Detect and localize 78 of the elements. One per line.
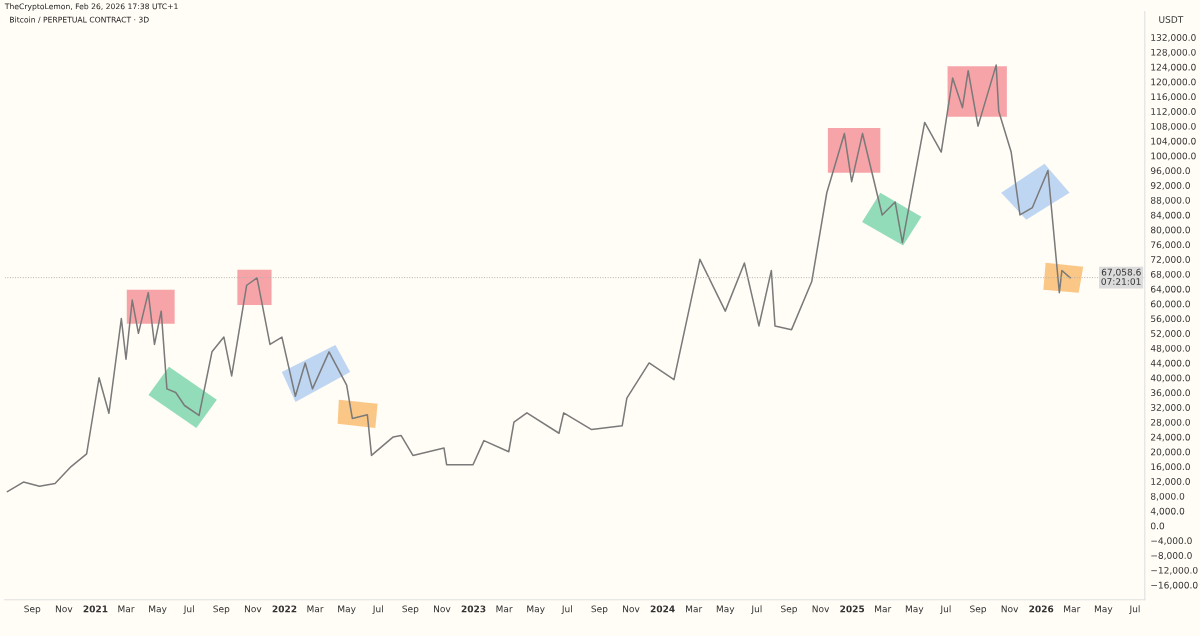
y-tick-label: −8,000.0 bbox=[1151, 552, 1192, 560]
x-tick-label: Jul bbox=[561, 605, 572, 614]
x-tick-label: Jul bbox=[183, 605, 194, 614]
y-tick-label: 28,000.0 bbox=[1151, 418, 1190, 427]
x-tick-label: 2022 bbox=[272, 605, 297, 613]
annotation: 07:21:01 bbox=[1101, 278, 1141, 285]
x-tick-label: May bbox=[905, 605, 924, 615]
x-tick-label: May bbox=[1094, 605, 1113, 615]
y-tick-label: 72,000.0 bbox=[1151, 256, 1190, 264]
x-tick-label: Mar bbox=[118, 605, 135, 613]
x-tick-label: Nov bbox=[623, 605, 640, 613]
y-tick-label: 132,000.0 bbox=[1151, 34, 1196, 42]
x-tick-label: Sep bbox=[781, 605, 797, 615]
y-tick-label: 124,000.0 bbox=[1151, 63, 1196, 72]
x-tick-label: Nov bbox=[1001, 605, 1019, 613]
y-tick-label: 12,000.0 bbox=[1151, 478, 1190, 486]
y-tick-label: 40,000.0 bbox=[1150, 374, 1190, 383]
y-tick-label: 120,000.0 bbox=[1151, 78, 1196, 87]
y-tick-label: 76,000.0 bbox=[1151, 241, 1190, 250]
y-axis-title: USDT bbox=[1159, 16, 1184, 23]
y-tick-label: 108,000.0 bbox=[1151, 122, 1196, 131]
y-tick-label: 0.0 bbox=[1150, 522, 1165, 530]
x-tick-label: Mar bbox=[307, 605, 324, 613]
x-tick-label: Mar bbox=[686, 605, 703, 613]
x-tick-label: Sep bbox=[213, 605, 230, 615]
x-tick-label: 2024 bbox=[650, 605, 675, 613]
y-tick-label: −12,000.0 bbox=[1151, 566, 1198, 575]
x-tick-label: Mar bbox=[1064, 605, 1081, 613]
x-tick-label: Nov bbox=[55, 605, 73, 613]
y-tick-label: 84,000.0 bbox=[1150, 211, 1190, 220]
x-tick-label: 2021 bbox=[83, 605, 108, 613]
y-tick-label: 44,000.0 bbox=[1150, 359, 1190, 368]
y-tick-label: 104,000.0 bbox=[1151, 137, 1196, 146]
y-tick-label: 116,000.0 bbox=[1151, 93, 1196, 102]
y-tick-label: 32,000.0 bbox=[1151, 404, 1190, 412]
y-tick-label: 56,000.0 bbox=[1151, 315, 1190, 324]
ref-line-label: 67,058.6 bbox=[1101, 268, 1141, 277]
y-tick-label: 64,000.0 bbox=[1150, 285, 1190, 294]
line-series bbox=[6, 64, 1071, 493]
y-tick-label: 20,000.0 bbox=[1151, 448, 1190, 457]
x-tick-label: Sep bbox=[24, 605, 41, 615]
x-tick-label: Jul bbox=[940, 605, 951, 614]
y-tick-label: 68,000.0 bbox=[1150, 270, 1190, 279]
y-tick-label: 52,000.0 bbox=[1151, 330, 1190, 338]
x-tick-label: Sep bbox=[402, 605, 419, 615]
x-tick-label: Nov bbox=[434, 605, 451, 613]
x-tick-label: 2025 bbox=[840, 605, 865, 613]
x-tick-label: Mar bbox=[496, 605, 513, 613]
x-tick-label: Jul bbox=[372, 605, 383, 614]
y-tick-label: 88,000.0 bbox=[1150, 196, 1190, 205]
x-tick-label: Nov bbox=[244, 605, 262, 613]
y-tick-label: 36,000.0 bbox=[1151, 389, 1190, 398]
x-tick-label: Jul bbox=[1129, 605, 1140, 614]
x-tick-label: May bbox=[149, 605, 167, 615]
y-tick-label: 48,000.0 bbox=[1150, 344, 1190, 353]
y-tick-label: 128,000.0 bbox=[1151, 48, 1196, 57]
y-tick-label: −16,000.0 bbox=[1151, 581, 1198, 590]
x-tick-label: 2023 bbox=[461, 605, 486, 613]
y-tick-label: 16,000.0 bbox=[1151, 463, 1190, 472]
x-tick-label: Nov bbox=[812, 605, 830, 613]
x-tick-label: Sep bbox=[591, 605, 608, 615]
y-tick-label: 80,000.0 bbox=[1150, 226, 1190, 235]
x-tick-label: May bbox=[527, 605, 545, 615]
x-tick-label: Jul bbox=[750, 605, 762, 614]
y-tick-label: 96,000.0 bbox=[1150, 167, 1190, 176]
x-tick-label: May bbox=[338, 605, 356, 615]
y-tick-label: 24,000.0 bbox=[1151, 433, 1190, 442]
y-tick-label: 60,000.0 bbox=[1150, 300, 1190, 309]
y-tick-label: 92,000.0 bbox=[1150, 182, 1190, 190]
x-tick-label: Mar bbox=[875, 605, 892, 613]
y-tick-label: 8,000.0 bbox=[1150, 492, 1185, 501]
y-tick-label: −4,000.0 bbox=[1151, 537, 1192, 546]
x-tick-label: May bbox=[716, 605, 735, 615]
y-tick-label: 112,000.0 bbox=[1151, 108, 1196, 116]
y-tick-label: 100,000.0 bbox=[1151, 152, 1196, 161]
x-tick-label: 2026 bbox=[1029, 605, 1054, 613]
x-tick-label: Sep bbox=[970, 605, 987, 615]
y-tick-label: 4,000.0 bbox=[1150, 507, 1185, 516]
